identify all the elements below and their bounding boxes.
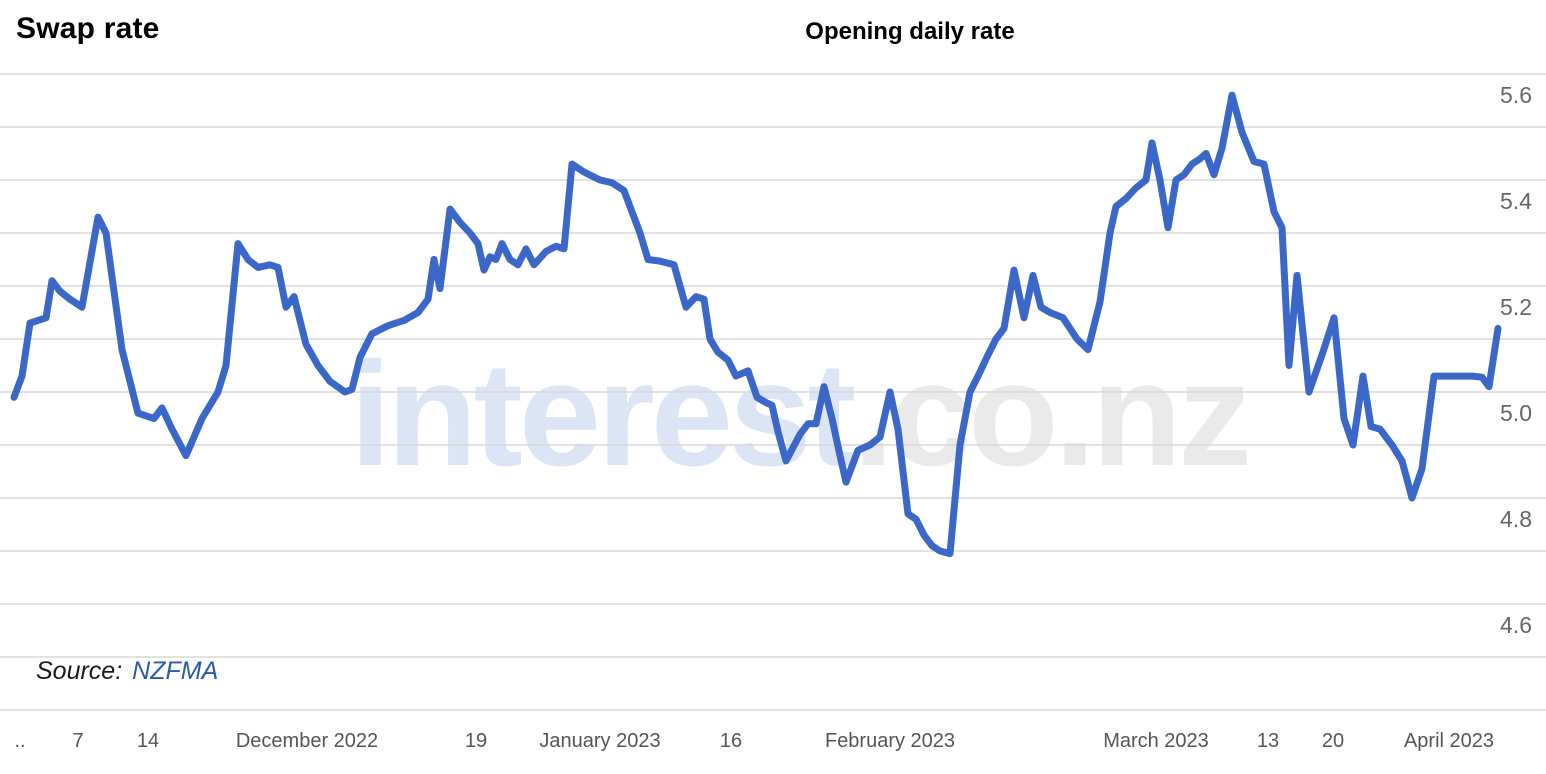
page-title: Swap rate	[16, 12, 160, 45]
x-axis-label: 16	[719, 730, 743, 752]
x-axis-label: 19	[464, 730, 488, 752]
swap-rate-line[interactable]	[10, 91, 1502, 558]
x-axis-label: 14	[136, 730, 160, 752]
x-axis-label: December 2022	[235, 730, 379, 752]
x-axis-label: 20	[1321, 730, 1345, 752]
y-axis-label: 5.0	[1500, 400, 1532, 426]
x-axis-label: January 2023	[539, 730, 661, 752]
y-axis-label: 4.8	[1500, 506, 1532, 532]
y-axis-label: 5.4	[1500, 188, 1532, 214]
chart-subtitle: Opening daily rate	[805, 18, 1015, 45]
y-axis-label: 5.6	[1500, 82, 1532, 108]
source-line: Source: NZFMA	[36, 657, 218, 686]
x-axis-label: 7	[72, 730, 84, 752]
x-axis-label: ..	[14, 730, 26, 752]
x-axis-label: April 2023	[1403, 730, 1495, 752]
x-axis-label: 13	[1256, 730, 1280, 752]
x-axis-label: March 2023	[1103, 730, 1209, 752]
x-axis-label: February 2023	[824, 730, 956, 752]
source-link[interactable]: NZFMA	[132, 657, 219, 685]
source-label: Source:	[36, 657, 123, 685]
y-axis-label: 4.6	[1500, 612, 1532, 638]
y-axis-label: 5.2	[1500, 294, 1532, 320]
